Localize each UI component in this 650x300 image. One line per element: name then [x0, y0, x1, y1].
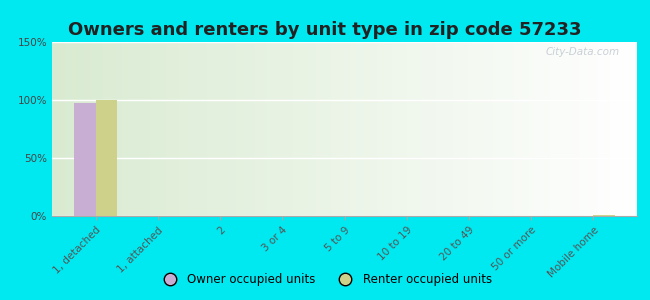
- Text: City-Data.com: City-Data.com: [545, 47, 619, 57]
- Bar: [96, 100, 118, 216]
- Legend: Owner occupied units, Renter occupied units: Owner occupied units, Renter occupied un…: [153, 269, 497, 291]
- Bar: [593, 215, 615, 216]
- Text: Owners and renters by unit type in zip code 57233: Owners and renters by unit type in zip c…: [68, 21, 582, 39]
- Bar: [74, 103, 96, 216]
